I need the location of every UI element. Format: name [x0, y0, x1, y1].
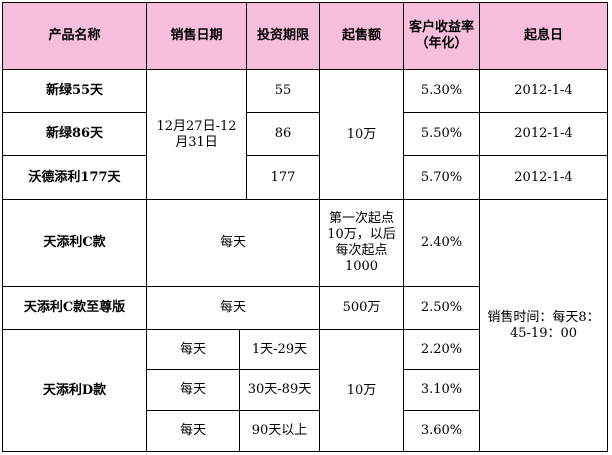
rate: 5.70%	[403, 155, 480, 200]
amount: 10万	[319, 69, 404, 200]
header-cell: 产品名称	[2, 2, 147, 70]
term: 177	[246, 155, 320, 200]
sale-date: 每天	[146, 286, 320, 330]
product-name: 新绿86天	[2, 112, 147, 156]
product-name: 天添利D款	[2, 329, 147, 452]
term: 55	[246, 69, 320, 113]
product-name: 天添利C款至尊版	[2, 286, 147, 330]
header-cell: 起息日	[479, 2, 608, 70]
product-name: 沃德添利177天	[2, 155, 147, 200]
term: 90天以上	[239, 410, 320, 452]
sale-date: 每天	[146, 199, 320, 287]
amount: 10万	[319, 329, 404, 452]
rate: 3.10%	[403, 369, 480, 411]
start-date: 2012-1-4	[479, 112, 608, 156]
rate: 2.50%	[403, 286, 480, 330]
rate: 5.50%	[403, 112, 480, 156]
product-name: 天添利C款	[2, 199, 147, 287]
term: 86	[246, 112, 320, 156]
product-name: 新绿55天	[2, 69, 147, 113]
sale-date: 12月27日-12月31日	[146, 69, 247, 200]
sale-time-note: 销售时间：每天8：45-19：00	[479, 199, 608, 452]
header-cell: 客户收益率（年化）	[403, 2, 480, 70]
amount: 500万	[319, 286, 404, 330]
rate: 2.20%	[403, 329, 480, 370]
header-cell: 投资期限	[246, 2, 320, 70]
term: 30天-89天	[239, 369, 320, 411]
rate: 2.40%	[403, 199, 480, 287]
start-date: 2012-1-4	[479, 69, 608, 113]
term: 1天-29天	[239, 329, 320, 370]
start-date: 2012-1-4	[479, 155, 608, 200]
header-cell: 起售额	[319, 2, 404, 70]
amount: 第一次起点10万，以后每次起点1000	[319, 199, 404, 287]
rate: 3.60%	[403, 410, 480, 452]
header-cell: 销售日期	[146, 2, 247, 70]
rate: 5.30%	[403, 69, 480, 113]
sale-date: 每天	[146, 329, 240, 370]
sale-date: 每天	[146, 369, 240, 411]
sale-date: 每天	[146, 410, 240, 452]
